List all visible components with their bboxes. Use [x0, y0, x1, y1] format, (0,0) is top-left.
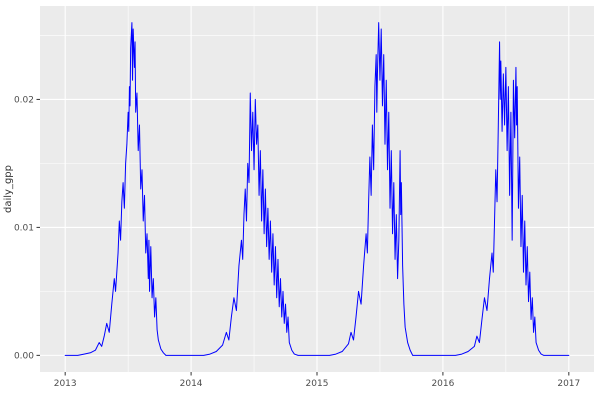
axis-tick-marks: [36, 98, 570, 376]
grid-major-lines: [40, 6, 594, 372]
x-tick-label: 2013: [54, 379, 77, 389]
x-tick-label: 2014: [180, 379, 203, 389]
x-tick-label: 2017: [557, 379, 580, 389]
x-axis-tick-labels: 2013 2014 2015 2016 2017: [54, 379, 581, 389]
y-tick-label: 0.00: [14, 351, 34, 361]
y-axis-tick-labels: 0.00 0.01 0.02: [14, 95, 34, 361]
y-tick-label: 0.02: [14, 95, 34, 105]
y-axis-title: daily_gpp: [3, 165, 14, 213]
y-tick-label: 0.01: [14, 223, 34, 233]
x-tick-label: 2016: [431, 379, 454, 389]
daily-gpp-line: [64, 22, 570, 356]
x-tick-label: 2015: [306, 379, 329, 389]
